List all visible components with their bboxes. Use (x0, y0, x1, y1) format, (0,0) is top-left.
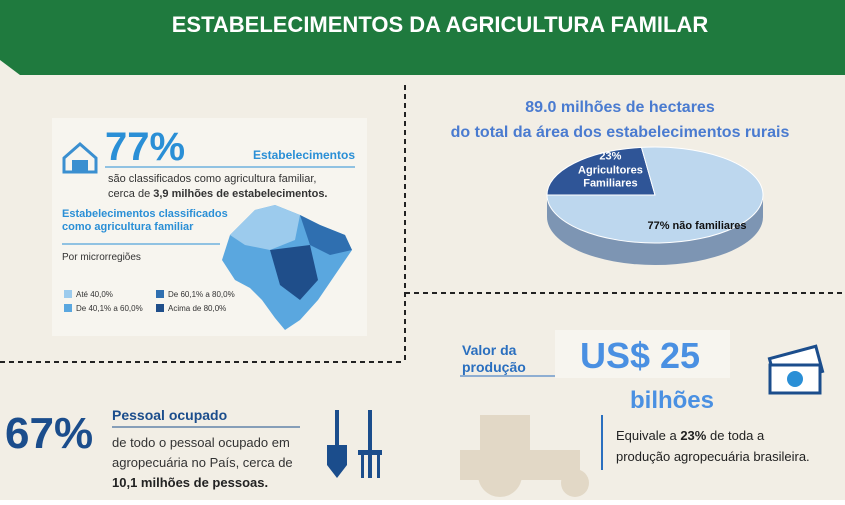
big-value: US$ 25 (580, 335, 700, 376)
text: cerca de 3,9 milhões de estabelecimentos… (108, 188, 328, 200)
legend-label: De 60,1% a 80,0% (168, 290, 235, 299)
map-title: Estabelecimentos classificados como agri… (62, 208, 228, 233)
header-bar (0, 0, 845, 75)
area-title: 89.0 milhões de hectares (525, 99, 715, 116)
barn-icon (62, 142, 98, 174)
legend-swatch (156, 304, 164, 312)
map-title-box: Estabelecimentos classificados como agri… (62, 208, 228, 233)
area-subtitle: do total da área dos estabelecimentos ru… (451, 124, 790, 141)
pie-label: 77% não familiares (647, 220, 746, 232)
text: são classificados como agricultura famil… (108, 173, 316, 185)
pie-slice (546, 146, 656, 196)
text: Equivale a (616, 428, 680, 443)
pie-value-label: 23% (599, 151, 621, 163)
text: de toda a (706, 428, 765, 443)
legend-swatch (64, 290, 72, 298)
bold-text: 10,1 milhões de pessoas. (112, 475, 268, 490)
pie-value-label: 77% (647, 220, 669, 232)
text: cerca de (108, 188, 153, 200)
tractor-icon (460, 415, 589, 497)
big-percent: 77% (105, 125, 185, 169)
unit: bilhões (630, 387, 714, 414)
legend-label: De 40,1% a 60,0% (76, 304, 143, 313)
text: agropecuária no País, cerca de (112, 455, 293, 470)
text: de todo o pessoal ocupado em (112, 435, 290, 450)
pie-label: não familiares (673, 220, 747, 232)
header-title: ESTABELECIMENTOS DA AGRICULTURA FAMILAR (172, 12, 709, 37)
label: Estabelecimentos (253, 148, 355, 162)
map-legend: Até 40,0% De 40,1% a 60,0% De 60,1% a 80,0… (64, 290, 235, 313)
value-box (555, 330, 730, 378)
legend-swatch (64, 304, 72, 312)
text: Equivale a 23% de toda a (616, 428, 765, 443)
label: Pessoal ocupado (112, 407, 227, 423)
bold-text: 23% (680, 428, 706, 443)
legend-label: Até 40,0% (76, 290, 113, 299)
legend-label: Acima de 80,0% (168, 304, 226, 313)
tools-icon (327, 410, 382, 478)
money-icon (767, 344, 825, 395)
pie-slice (546, 146, 764, 244)
legend-swatch (156, 290, 164, 298)
text: produção agropecuária brasileira. (616, 449, 810, 464)
pie-label: Agricultores Familiares (578, 165, 643, 190)
map-subtitle: Por microrregiões (62, 252, 141, 263)
bold-text: 3,9 milhões de estabelecimentos. (153, 188, 327, 200)
big-percent: 67% (5, 409, 93, 458)
label: Valor da produção (462, 342, 526, 375)
pie-chart: 23% Agricultores Familiares 77% não familia… (546, 146, 764, 265)
brazil-map (222, 205, 352, 330)
